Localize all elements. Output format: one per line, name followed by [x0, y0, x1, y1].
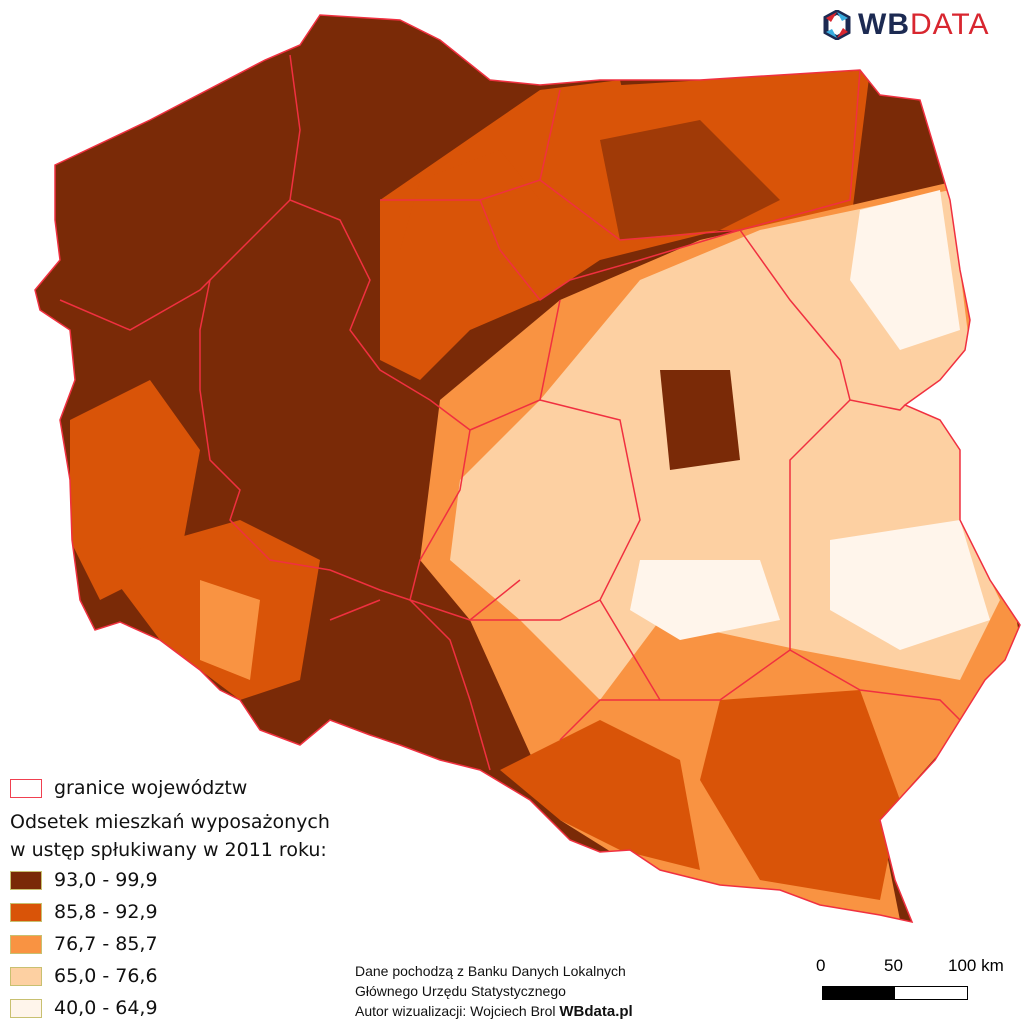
legend-title-line1: Odsetek mieszkań wyposażonych: [10, 811, 330, 833]
credits-line1: Dane pochodzą z Banku Danych Lokalnych: [355, 963, 626, 979]
border-label: granice województw: [54, 777, 248, 799]
scale-bar-graphic: [822, 986, 968, 1000]
legend-class-item: 40,0 - 64,9: [10, 992, 330, 1024]
wbdata-logo: WBDATA: [822, 8, 990, 42]
legend-swatch: [10, 934, 42, 954]
logo-wb: WB: [858, 8, 910, 41]
legend-class-label: 76,7 - 85,7: [54, 933, 158, 955]
legend-swatch: [10, 870, 42, 890]
map-legend: granice województw Odsetek mieszkań wypo…: [10, 772, 330, 1024]
scale-tick-50: 50: [884, 956, 903, 975]
source-credits: Dane pochodzą z Banku Danych Lokalnych G…: [355, 961, 633, 1022]
logo-hexagon-icon: [823, 10, 851, 40]
scale-bar: 0 50 100 km: [816, 956, 1020, 1000]
legend-title: Odsetek mieszkań wyposażonych w ustęp sp…: [10, 808, 330, 864]
legend-class-item: 65,0 - 76,6: [10, 960, 330, 992]
border-swatch: [10, 778, 42, 798]
legend-class-label: 65,0 - 76,6: [54, 965, 158, 987]
legend-border-item: granice województw: [10, 772, 330, 804]
voivodeship-borders: [34, 14, 1021, 923]
legend-title-line2: w ustęp spłukiwany w 2011 roku:: [10, 839, 327, 861]
legend-class-item: 85,8 - 92,9: [10, 896, 330, 928]
legend-class-item: 76,7 - 85,7: [10, 928, 330, 960]
legend-class-label: 85,8 - 92,9: [54, 901, 158, 923]
credits-link[interactable]: WBdata.pl: [559, 1003, 633, 1020]
credits-author: Autor wizualizacji: Wojciech Brol: [355, 1003, 560, 1019]
legend-swatch: [10, 902, 42, 922]
scale-tick-0: 0: [816, 956, 826, 975]
scale-tick-100: 100 km: [948, 956, 1004, 975]
credits-line2: Głównego Urzędu Statystycznego: [355, 983, 566, 999]
legend-class-label: 40,0 - 64,9: [54, 997, 158, 1019]
logo-data: DATA: [909, 8, 990, 41]
legend-swatch: [10, 998, 42, 1018]
credits-line3: Autor wizualizacji: Wojciech Brol WBdata…: [355, 1001, 633, 1022]
legend-swatch: [10, 966, 42, 986]
legend-class-label: 93,0 - 99,9: [54, 869, 158, 891]
legend-class-item: 93,0 - 99,9: [10, 864, 330, 896]
